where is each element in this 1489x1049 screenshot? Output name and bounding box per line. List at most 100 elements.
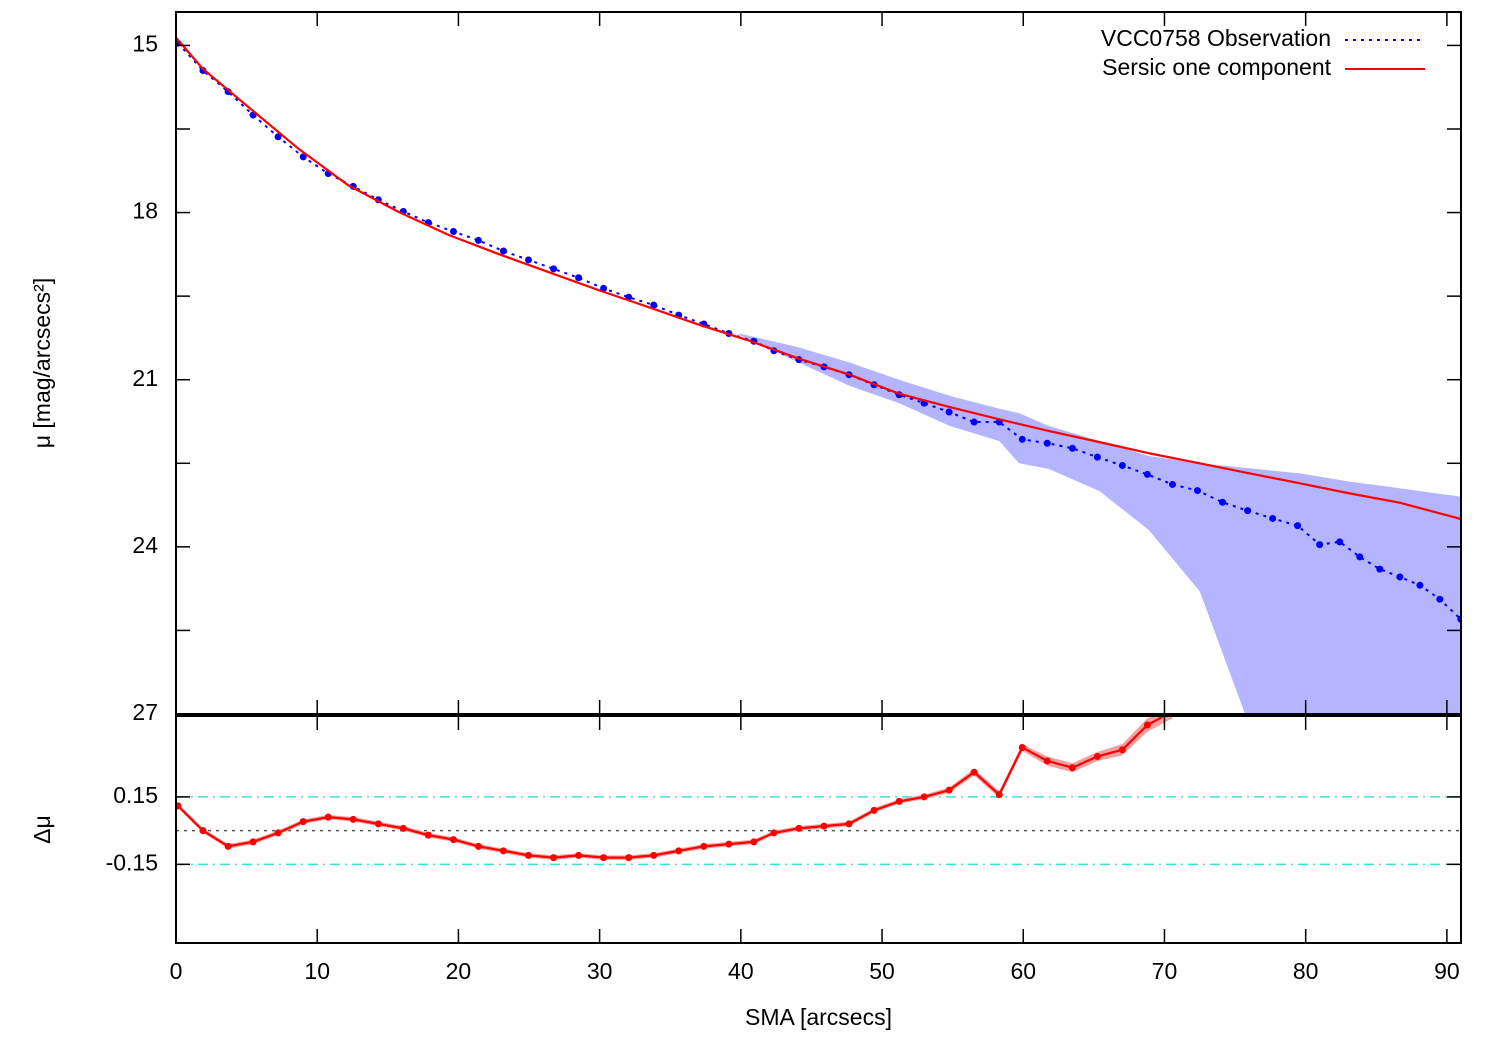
data-point [920,793,928,801]
data-point [1336,538,1344,546]
data-point [550,265,558,273]
data-point [675,847,683,855]
y-tick-label: 0.15 [113,782,158,808]
plot-frame [175,11,1462,715]
data-point [770,829,778,837]
x-tick-label: 50 [869,958,895,984]
data-point [1416,581,1424,589]
data-point [1294,522,1302,530]
data-point [550,854,558,862]
x-tick-label: 70 [1152,958,1178,984]
data-point [1043,757,1051,765]
data-point [374,820,382,828]
data-point [399,824,407,832]
data-point [945,408,953,416]
y-tick-label: -0.15 [106,849,158,875]
data-point [349,815,357,823]
data-point [750,838,758,846]
error-band [739,333,1461,714]
y-axis-label: Δμ [29,815,55,844]
legend-label: Sersic one component [1102,54,1331,80]
plot-area [176,36,1461,714]
data-point [199,827,207,835]
data-point [176,802,182,810]
x-tick-label: 0 [170,958,183,984]
data-point [970,768,978,776]
data-point [820,822,828,830]
data-point [274,829,282,837]
x-tick-label: 30 [587,958,613,984]
data-point [1068,444,1076,452]
data-point [524,256,532,264]
data-point [1376,565,1384,573]
data-point [449,836,457,844]
data-point [795,824,803,832]
x-axis-label: SMA [arcsecs] [745,1004,892,1030]
data-point [474,236,482,244]
data-point [249,838,257,846]
data-point [1018,435,1026,443]
data-point [1143,470,1151,478]
x-tick-label: 90 [1434,958,1460,984]
data-point [1118,746,1126,754]
data-point [1093,752,1101,760]
x-tick-label: 80 [1293,958,1319,984]
data-point [1436,595,1444,603]
data-point [199,67,207,74]
data-point [224,842,232,850]
data-point [1396,573,1404,581]
series-line [177,716,1167,859]
plot-frame [175,715,1462,944]
data-point [274,133,282,141]
data-point [700,842,708,850]
y-tick-label: 24 [132,532,158,558]
data-point [1356,553,1364,561]
data-point [600,854,608,862]
data-point [1118,462,1126,470]
data-point [1093,453,1101,461]
data-point [324,813,332,821]
data-point [1018,743,1026,751]
data-point [995,791,1003,799]
data-point [299,818,307,826]
data-point [1068,764,1076,772]
data-point [1143,721,1151,729]
x-tick-label: 40 [728,958,754,984]
data-point [945,786,953,794]
x-tick-label: 20 [446,958,472,984]
data-point [870,806,878,814]
data-point [1244,507,1252,515]
data-point [625,854,633,862]
data-point [499,247,507,255]
legend-label: VCC0758 Observation [1101,25,1331,51]
y-tick-label: 27 [132,699,158,725]
plot-area [176,716,1461,866]
data-point [524,851,532,859]
data-point [1194,487,1202,495]
data-point [1043,439,1051,447]
data-point [474,842,482,850]
data-point [1169,480,1177,488]
data-point [449,228,457,236]
y-tick-label: 15 [132,31,158,57]
data-point [1316,541,1324,549]
data-point [575,274,583,282]
data-point [575,851,583,859]
data-point [845,820,853,828]
data-point [1269,514,1277,522]
series-line [176,36,1461,521]
data-point [970,418,978,426]
data-point [895,797,903,805]
data-point [499,847,507,855]
x-tick-label: 60 [1010,958,1036,984]
data-point [299,153,307,161]
y-axis-label: μ [mag/arcsecs²] [29,278,55,448]
data-point [725,840,733,848]
data-point [650,851,658,859]
data-point [1218,498,1226,506]
data-point [650,301,658,309]
x-tick-label: 10 [304,958,330,984]
data-point [424,831,432,839]
y-tick-label: 18 [132,198,158,224]
